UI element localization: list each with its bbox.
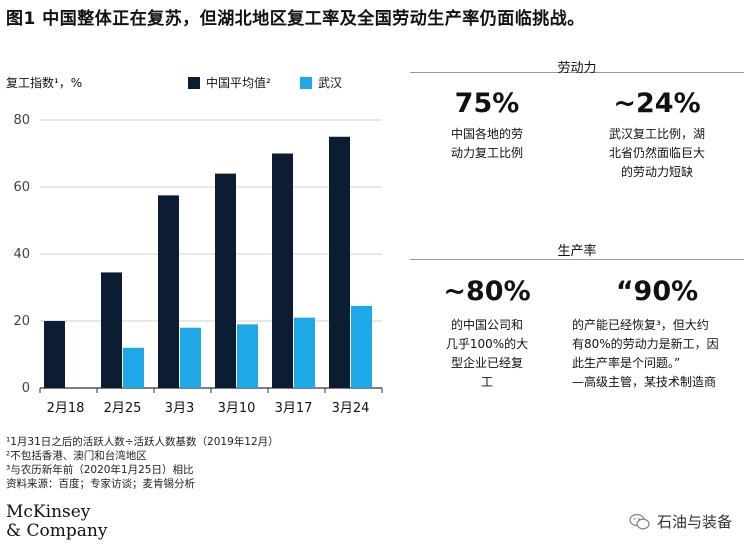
desc-line: —高级主管，某技术制造商 bbox=[572, 375, 717, 389]
x-tick-label: 3月17 bbox=[275, 401, 313, 416]
labor-stat-2-value: ~24% bbox=[613, 88, 701, 119]
bar-china-average bbox=[272, 153, 293, 388]
productivity-stat-1-desc: 的中国公司和 几乎100%的大 型企业已经复 工 bbox=[407, 316, 567, 392]
bar-wuhan bbox=[180, 327, 201, 388]
bar-china-average bbox=[158, 195, 179, 388]
x-tick-label: 2月25 bbox=[104, 401, 142, 416]
legend-swatch-2 bbox=[300, 76, 312, 89]
source-note: 资料来源：百度；专家访谈；麦肯锡分析 bbox=[6, 478, 195, 490]
productivity-stat-2-desc: 的产能已经恢复³，但大约 有80%的劳动力是新工，因 此生产率是个问题。” —高… bbox=[572, 316, 744, 392]
labor-stat-2-desc: 武汉复工比例，湖 北省仍然面临巨大 的劳动力短缺 bbox=[577, 125, 737, 182]
desc-line: 型企业已经复 bbox=[450, 356, 523, 370]
labor-stat-1-desc: 中国各地的劳 动力复工比例 bbox=[407, 125, 567, 163]
legend-series-2: 武汉 bbox=[300, 74, 342, 91]
bar-china-average bbox=[101, 272, 122, 388]
figure-title: 图1 中国整体正在复苏，但湖北地区复工率及全国劳动生产率仍面临挑战。 bbox=[6, 9, 585, 29]
desc-line: 的产能已经恢复³，但大约 bbox=[572, 318, 709, 332]
x-tick-label: 3月24 bbox=[332, 401, 370, 416]
x-tick-label: 2月18 bbox=[47, 401, 85, 416]
legend-label-2: 武汉 bbox=[318, 76, 343, 90]
labor-heading: 劳动力 bbox=[557, 61, 597, 76]
legend-swatch-1 bbox=[188, 76, 200, 89]
y-tick-label: 20 bbox=[13, 314, 30, 329]
logo-line-2: & Company bbox=[6, 521, 108, 541]
y-tick-label: 60 bbox=[13, 180, 30, 195]
x-tick-label: 3月3 bbox=[165, 401, 195, 416]
bar-china-average bbox=[44, 321, 65, 388]
desc-line: 中国各地的劳 bbox=[450, 127, 523, 141]
desc-line: 武汉复工比例，湖 bbox=[608, 127, 705, 141]
productivity-heading: 生产率 bbox=[557, 244, 597, 259]
footnotes: ¹1月31日之后的活跃人数÷活跃人数基数（2019年12月） ²不包括香港、澳门… bbox=[6, 435, 279, 491]
desc-line: 此生产率是个问题。” bbox=[572, 356, 681, 370]
y-tick-label: 80 bbox=[13, 113, 30, 128]
desc-line: 有80%的劳动力是新工，因 bbox=[572, 337, 719, 351]
desc-line: 的劳动力短缺 bbox=[620, 165, 693, 179]
desc-line: 北省仍然面临巨大 bbox=[608, 146, 705, 160]
bar-wuhan bbox=[123, 347, 144, 388]
desc-line: 动力复工比例 bbox=[450, 146, 523, 160]
mckinsey-logo: McKinsey & Company bbox=[6, 503, 107, 541]
legend-series-1: 中国平均值² bbox=[188, 74, 271, 91]
divider-productivity-top bbox=[410, 259, 744, 260]
bar-wuhan bbox=[294, 317, 315, 388]
logo-line-1: McKinsey bbox=[6, 502, 91, 522]
productivity-stat-2-value: “90% bbox=[615, 276, 699, 307]
bar-china-average bbox=[215, 173, 236, 388]
y-axis-label: 复工指数¹，% bbox=[6, 76, 83, 90]
divider-labor-top bbox=[410, 72, 744, 73]
x-tick-label: 3月10 bbox=[218, 401, 256, 416]
watermark-text: 石油与装备 bbox=[656, 513, 732, 531]
desc-line: 的中国公司和 bbox=[450, 318, 523, 332]
wechat-icon bbox=[629, 513, 650, 529]
watermark: 石油与装备 bbox=[629, 511, 732, 532]
labor-stat-1-value: 75% bbox=[454, 88, 520, 119]
desc-line: 工 bbox=[480, 375, 493, 389]
productivity-stat-1-value: ~80% bbox=[443, 276, 531, 307]
footnote-2: ²不包括香港、澳门和台湾地区 bbox=[6, 450, 147, 462]
bar-china-average bbox=[329, 136, 350, 388]
y-tick-label: 0 bbox=[22, 381, 30, 396]
bar-wuhan bbox=[351, 305, 372, 388]
legend-label-1: 中国平均值² bbox=[206, 76, 271, 90]
bar-wuhan bbox=[237, 324, 258, 388]
desc-line: 几乎100%的大 bbox=[445, 337, 529, 351]
footnote-1: ¹1月31日之后的活跃人数÷活跃人数基数（2019年12月） bbox=[6, 436, 279, 448]
y-tick-label: 40 bbox=[13, 247, 30, 262]
footnote-3: ³与农历新年前（2020年1月25日）相比 bbox=[6, 464, 194, 476]
